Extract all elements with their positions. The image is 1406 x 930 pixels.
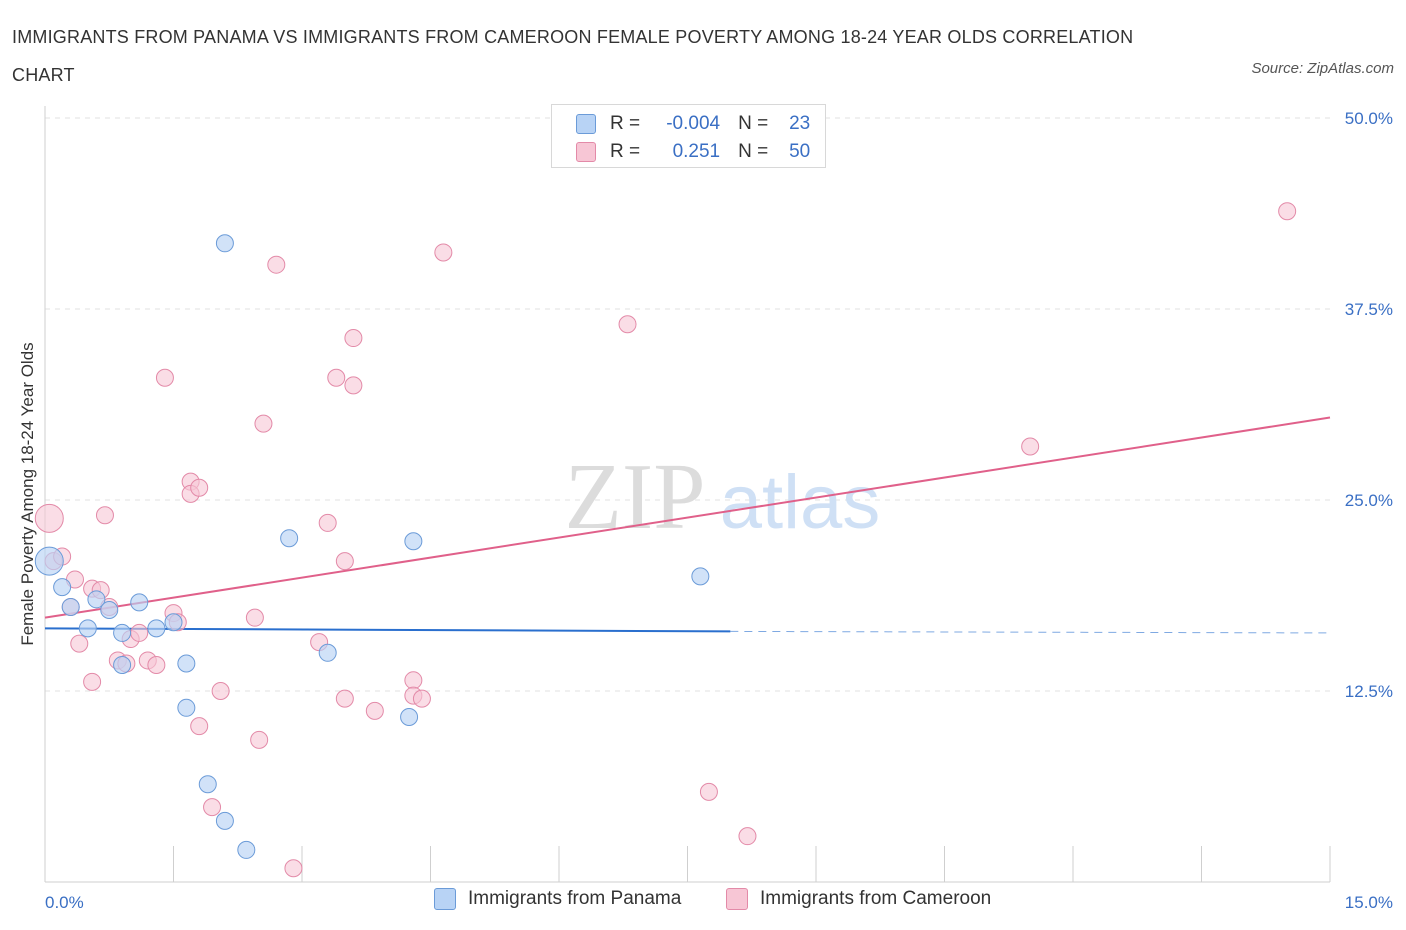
y-tick-label: 25.0% [1345,491,1393,510]
series-legend-panama-swatch [434,888,456,910]
legend-row-cameroon: R = 0.251 N = 50 [576,139,810,165]
cameroon-point [344,329,363,348]
panama-point [53,578,72,597]
panama-swatch [576,114,596,134]
panama-trend-extension [730,630,1331,634]
watermark: ZIP atlas [565,445,881,549]
cameroon-trend-line [44,416,1331,619]
cameroon-point [245,608,264,627]
panama-point [404,532,423,551]
panama-point [215,811,234,830]
cameroon-n-label: N = [738,141,769,162]
tick-layer: 12.5% 25.0% 37.5% 50.0% 0.0% 15.0% [45,109,1393,912]
series-legend-panama-label: Immigrants from Panama [468,888,682,909]
cameroon-point [70,634,89,653]
cameroon-point [130,623,149,642]
series-legend-cameroon-label: Immigrants from Cameroon [760,888,992,909]
cameroon-point [284,859,303,878]
panama-point [100,601,119,620]
cameroon-point [344,376,363,395]
cameroon-point [83,672,102,691]
y-tick-label: 12.5% [1345,682,1393,701]
x-tick-label: 15.0% [1345,893,1393,912]
cameroon-point [335,689,354,708]
watermark-zip: ZIP [565,445,706,549]
series-legend-panama: Immigrants from Panama [434,888,681,910]
panama-point [130,593,149,612]
cameroon-point [335,552,354,571]
correlation-legend: R = -0.004 N = 23 R = 0.251 N = 50 [551,104,826,168]
cameroon-point [1021,437,1040,456]
cameroon-n-value: 50 [789,141,811,162]
cameroon-point [318,513,337,532]
chart-source: Source: ZipAtlas.com [1251,60,1394,77]
cameroon-point [267,255,286,274]
panama-point [198,775,217,794]
panama-point [147,619,166,638]
cameroon-r-label: R = [610,141,641,162]
grid-layer [45,117,1330,692]
series-legend-cameroon-swatch [726,888,748,910]
cameroon-point [155,368,174,387]
cameroon-swatch [576,142,596,162]
panama-point [400,707,419,726]
cameroon-point [211,682,230,700]
legend-row-panama: R = -0.004 N = 23 [576,111,810,137]
panama-point [113,623,132,642]
panama-point [280,529,299,548]
cameroon-point [34,503,64,533]
cameroon-point [412,689,431,708]
watermark-atlas: atlas [720,460,881,545]
cameroon-point [95,506,114,525]
y-tick-label: 37.5% [1345,300,1393,319]
panama-point [78,619,97,638]
cameroon-point [738,827,757,846]
panama-point [61,597,80,616]
cameroon-point [190,478,209,497]
cameroon-r-value: 0.251 [672,141,721,162]
cameroon-point [434,243,453,262]
panama-point [87,590,106,609]
cameroon-point [365,701,384,720]
panama-point [34,546,64,576]
cameroon-point [327,368,346,387]
series-legend-cameroon: Immigrants from Cameroon [726,888,991,910]
panama-point [177,698,196,717]
cameroon-point [254,414,273,433]
panama-point [215,234,234,253]
cameroon-point [404,671,423,690]
panama-point [237,840,256,859]
panama-n-label: N = [738,113,769,134]
panama-r-value: -0.004 [666,113,721,134]
cameroon-point [699,782,718,801]
panama-point [691,567,710,586]
chart-title: IMMIGRANTS FROM PANAMA VS IMMIGRANTS FRO… [12,27,1134,85]
panama-n-value: 23 [789,113,811,134]
x-tick-label: 0.0% [45,893,84,912]
cameroon-point [618,315,637,334]
cameroon-point [147,656,166,675]
panama-r-label: R = [610,113,641,134]
panama-point [318,643,337,662]
points-layer [34,202,1297,878]
cameroon-point [190,717,209,736]
cameroon-point [250,730,269,749]
axis-layer [44,106,1331,883]
y-tick-label: 50.0% [1345,109,1393,128]
panama-point [113,656,132,675]
cameroon-point [203,798,222,817]
panama-point [164,613,183,632]
panama-point [177,654,196,673]
cameroon-point [1278,202,1297,221]
